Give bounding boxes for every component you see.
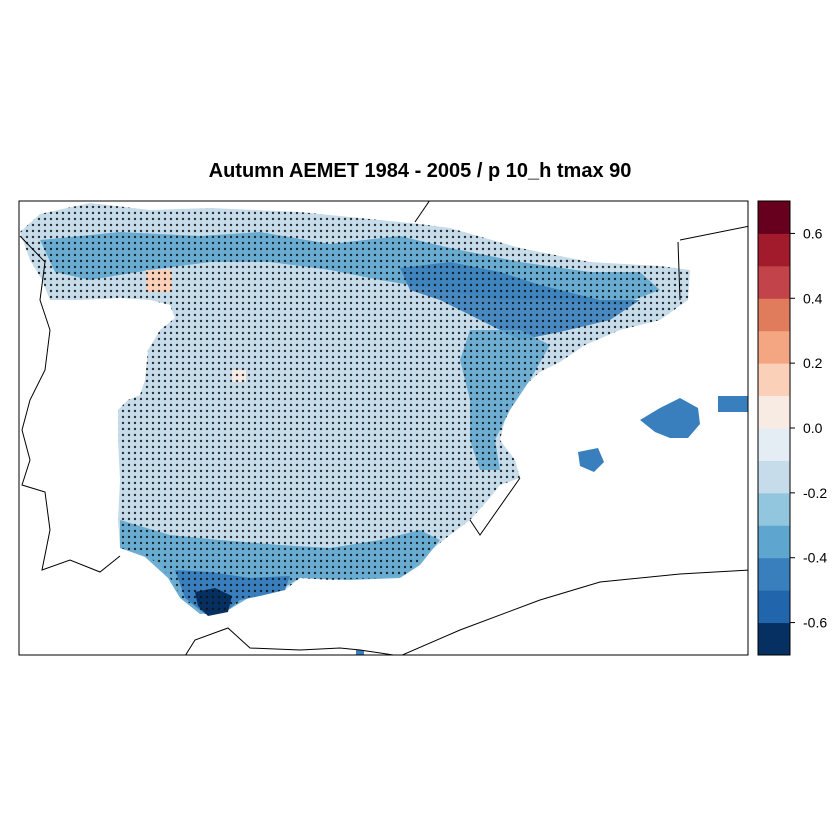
balearic-ibiza <box>578 448 604 472</box>
map-frame <box>18 200 749 656</box>
colorbar-swatch <box>758 460 790 494</box>
colorbar-swatch <box>758 233 790 267</box>
colorbar-swatch <box>758 492 790 526</box>
colorbar-swatch <box>758 525 790 559</box>
colorbar-swatch <box>758 201 790 234</box>
balearic-mallorca <box>640 398 700 438</box>
coastlines <box>19 201 748 655</box>
colorbar-swatch <box>758 330 790 364</box>
map-title: Autumn AEMET 1984 - 2005 / p 10_h tmax 9… <box>208 160 632 182</box>
colorbar-tick-label: -0.4 <box>803 550 827 566</box>
colorbar-tick-label: -0.2 <box>803 485 827 501</box>
colorbar-swatch <box>758 557 790 591</box>
colorbar-swatch <box>758 622 790 656</box>
colorbar: 0.6 0.4 0.2 0.0 -0.2 -0.4 -0.6 <box>757 200 827 656</box>
colorbar-tick-label: 0.4 <box>803 290 823 306</box>
colorbar-tick-label: 0.0 <box>803 420 823 436</box>
colorbar-swatch <box>758 395 790 429</box>
ceuta-cell <box>356 650 364 655</box>
colorbar-tick-label: 0.2 <box>803 355 823 371</box>
colorbar-swatch <box>758 363 790 397</box>
colorbar-tick-label: 0.6 <box>803 225 823 241</box>
colorbar-swatch <box>758 428 790 461</box>
colorbar-tick-label: -0.6 <box>803 615 827 631</box>
colorbar-swatch <box>758 265 790 299</box>
colorbar-swatch <box>758 298 790 332</box>
significance-stippling <box>20 203 690 614</box>
balearic-menorca <box>718 396 748 412</box>
colorbar-swatch <box>758 590 790 624</box>
map-panel <box>19 201 748 655</box>
